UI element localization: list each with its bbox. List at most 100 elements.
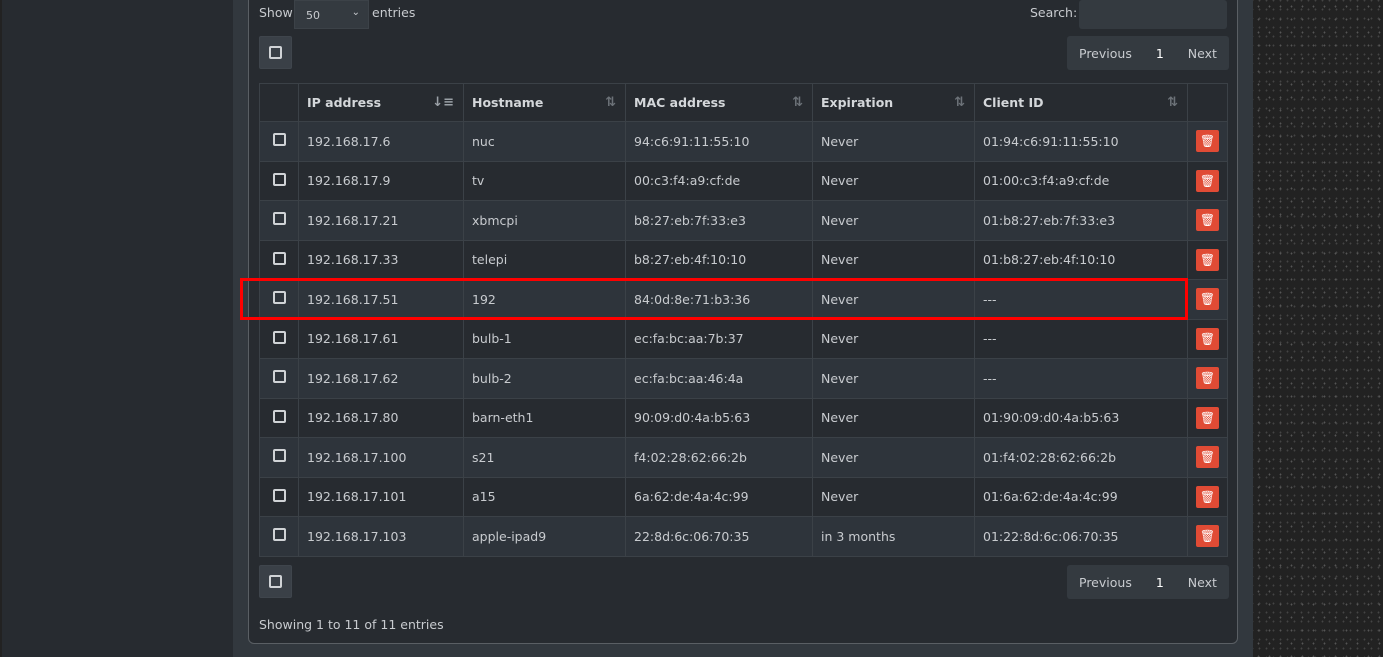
- ip-cell: 192.168.17.80: [298, 397, 464, 438]
- trash-icon: 🗑: [1199, 252, 1216, 267]
- checkbox-icon: [272, 449, 286, 463]
- sort-icon: ⇅: [1167, 95, 1178, 110]
- table-row: 192.168.17.51 192 84:0d:8e:71:b3:36 Neve…: [259, 279, 1228, 320]
- expiration-cell: Never: [812, 318, 975, 359]
- checkbox-icon: [269, 575, 282, 588]
- header-hostname[interactable]: Hostname ⇅: [463, 83, 626, 122]
- entries-label: entries: [372, 5, 416, 20]
- expiration-cell: Never: [812, 437, 975, 478]
- header-expiration[interactable]: Expiration ⇅: [812, 83, 975, 122]
- ip-cell: 192.168.17.6: [298, 121, 464, 162]
- delete-button[interactable]: 🗑: [1196, 248, 1219, 271]
- header-mac-address[interactable]: MAC address ⇅: [625, 83, 813, 122]
- table-row: 192.168.17.33 telepi b8:27:eb:4f:10:10 N…: [259, 239, 1228, 280]
- client-id-cell: 01:b8:27:eb:4f:10:10: [974, 239, 1188, 280]
- client-id-cell: 01:6a:62:de:4a:4c:99: [974, 476, 1188, 517]
- previous-button[interactable]: Previous: [1079, 45, 1132, 61]
- page-1-button[interactable]: 1: [1155, 45, 1164, 61]
- hostname-cell: telepi: [463, 239, 626, 280]
- client-id-cell: 01:b8:27:eb:7f:33:e3: [974, 200, 1188, 241]
- delete-button[interactable]: 🗑: [1196, 367, 1219, 390]
- mac-cell: f4:02:28:62:66:2b: [625, 437, 813, 478]
- page-1-button[interactable]: 1: [1155, 574, 1164, 590]
- select-all-bottom-button[interactable]: [259, 565, 292, 598]
- delete-button[interactable]: 🗑: [1196, 485, 1219, 508]
- table-row: 192.168.17.6 nuc 94:c6:91:11:55:10 Never…: [259, 121, 1228, 162]
- checkbox-icon: [272, 409, 286, 423]
- trash-icon: 🗑: [1199, 292, 1216, 307]
- client-id-cell: ---: [974, 279, 1188, 320]
- header-client-id[interactable]: Client ID ⇅: [974, 83, 1188, 122]
- select-all-top-button[interactable]: [259, 36, 292, 69]
- row-checkbox[interactable]: [259, 200, 299, 241]
- delete-button[interactable]: 🗑: [1196, 406, 1219, 429]
- hostname-cell: a15: [463, 476, 626, 517]
- ip-cell: 192.168.17.100: [298, 437, 464, 478]
- checkbox-icon: [269, 46, 282, 59]
- hostname-cell: bulb-1: [463, 318, 626, 359]
- row-checkbox[interactable]: [259, 239, 299, 280]
- checkbox-icon: [272, 212, 286, 226]
- show-label: Show: [259, 5, 293, 20]
- mac-cell: 90:09:d0:4a:b5:63: [625, 397, 813, 438]
- trash-icon: 🗑: [1199, 410, 1216, 425]
- table-row: 192.168.17.80 barn-eth1 90:09:d0:4a:b5:6…: [259, 397, 1228, 438]
- delete-button[interactable]: 🗑: [1196, 209, 1219, 232]
- search-input[interactable]: [1079, 0, 1227, 29]
- delete-button[interactable]: 🗑: [1196, 288, 1219, 311]
- checkbox-icon: [272, 133, 286, 147]
- trash-icon: 🗑: [1199, 371, 1216, 386]
- row-checkbox[interactable]: [259, 516, 299, 557]
- checkbox-icon: [272, 172, 286, 186]
- header-ip-address[interactable]: IP address ↓≡: [298, 83, 464, 122]
- entries-select[interactable]: 50 ⌄: [294, 0, 369, 29]
- trash-icon: 🗑: [1199, 331, 1216, 346]
- checkbox-icon: [272, 251, 286, 265]
- row-checkbox[interactable]: [259, 318, 299, 359]
- entries-select-value: 50: [306, 9, 320, 22]
- row-checkbox[interactable]: [259, 121, 299, 162]
- ip-cell: 192.168.17.62: [298, 358, 464, 399]
- mac-cell: b8:27:eb:7f:33:e3: [625, 200, 813, 241]
- row-checkbox[interactable]: [259, 160, 299, 201]
- mac-cell: 84:0d:8e:71:b3:36: [625, 279, 813, 320]
- checkbox-icon: [272, 528, 286, 542]
- expiration-cell: Never: [812, 358, 975, 399]
- checkbox-icon: [272, 291, 286, 305]
- row-checkbox[interactable]: [259, 279, 299, 320]
- previous-button[interactable]: Previous: [1079, 574, 1132, 590]
- ip-cell: 192.168.17.33: [298, 239, 464, 280]
- checkbox-icon: [272, 370, 286, 384]
- expiration-cell: Never: [812, 200, 975, 241]
- delete-button[interactable]: 🗑: [1196, 130, 1219, 153]
- row-checkbox[interactable]: [259, 397, 299, 438]
- delete-button[interactable]: 🗑: [1196, 327, 1219, 350]
- delete-button[interactable]: 🗑: [1196, 525, 1219, 548]
- sidebar: [0, 0, 233, 657]
- row-checkbox[interactable]: [259, 358, 299, 399]
- trash-icon: 🗑: [1199, 489, 1216, 504]
- delete-button[interactable]: 🗑: [1196, 446, 1219, 469]
- expiration-cell: Never: [812, 397, 975, 438]
- hostname-cell: tv: [463, 160, 626, 201]
- table-row: 192.168.17.21 xbmcpi b8:27:eb:7f:33:e3 N…: [259, 200, 1228, 241]
- ip-cell: 192.168.17.61: [298, 318, 464, 359]
- client-id-cell: ---: [974, 318, 1188, 359]
- pagination-bottom: Previous 1 Next: [1067, 565, 1229, 599]
- trash-icon: 🗑: [1199, 529, 1216, 544]
- hostname-cell: apple-ipad9: [463, 516, 626, 557]
- checkbox-icon: [272, 330, 286, 344]
- checkbox-header: [259, 83, 299, 122]
- sort-icon: ⇅: [605, 95, 616, 110]
- sort-ascending-icon: ↓≡: [432, 95, 454, 110]
- row-checkbox[interactable]: [259, 476, 299, 517]
- pagination-top: Previous 1 Next: [1067, 36, 1229, 70]
- hostname-cell: s21: [463, 437, 626, 478]
- delete-button[interactable]: 🗑: [1196, 169, 1219, 192]
- search-label: Search:: [1030, 5, 1078, 20]
- row-checkbox[interactable]: [259, 437, 299, 478]
- ip-cell: 192.168.17.21: [298, 200, 464, 241]
- next-button[interactable]: Next: [1187, 574, 1217, 590]
- next-button[interactable]: Next: [1187, 45, 1217, 61]
- hostname-cell: bulb-2: [463, 358, 626, 399]
